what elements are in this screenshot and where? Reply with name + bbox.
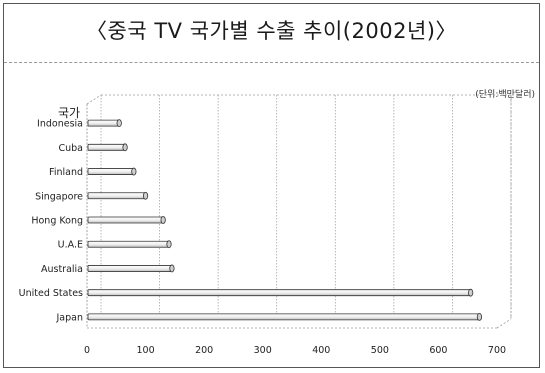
category-label: Singapore <box>35 191 83 202</box>
category-label: Japan <box>56 312 84 323</box>
bar <box>87 168 135 175</box>
bar <box>87 289 472 297</box>
category-label: Cuba <box>58 143 83 154</box>
chart-frame: 〈중국 TV 국가별 수출 추이(2002년)〉 <box>3 3 540 368</box>
plot-floor-edge <box>496 318 512 329</box>
x-tick-label: 0 <box>84 345 90 356</box>
category-label: U.A.E <box>58 240 83 251</box>
bar-end-cap <box>122 143 128 152</box>
y-axis-title: 국가 <box>58 106 80 120</box>
bar <box>87 143 126 151</box>
bar-end-cap <box>166 240 172 249</box>
chart-title: 〈중국 TV 국가별 수출 추이(2002년)〉 <box>86 19 457 43</box>
bar-end-cap <box>142 191 149 200</box>
bar <box>87 313 480 321</box>
plot-corner-edge <box>86 94 102 105</box>
title-band: 〈중국 TV 국가별 수출 추이(2002년)〉 <box>4 4 539 63</box>
bar-end-cap <box>169 264 175 273</box>
category-label: Finland <box>49 167 83 178</box>
bar-end-cap <box>476 312 483 321</box>
category-label: Indonesia <box>37 119 83 130</box>
x-tick-label: 700 <box>488 345 506 356</box>
category-label: Hong Kong <box>31 216 83 227</box>
bar <box>87 119 120 127</box>
bar <box>87 240 170 248</box>
bar-end-cap <box>160 216 166 224</box>
bar-end-cap <box>116 119 122 128</box>
bar <box>87 192 146 200</box>
x-tick-label: 100 <box>137 345 155 356</box>
x-tick-label: 500 <box>371 345 389 356</box>
x-tick-label: 200 <box>195 345 213 356</box>
category-label: Australia <box>41 264 83 275</box>
x-tick-label: 400 <box>312 345 330 356</box>
category-label: United States <box>19 288 83 299</box>
x-tick-label: 300 <box>254 345 272 356</box>
bar-end-cap <box>468 288 474 297</box>
bar-end-cap <box>131 167 137 176</box>
x-tick-label: 600 <box>429 345 447 356</box>
bar <box>87 265 173 272</box>
bar <box>87 216 164 224</box>
